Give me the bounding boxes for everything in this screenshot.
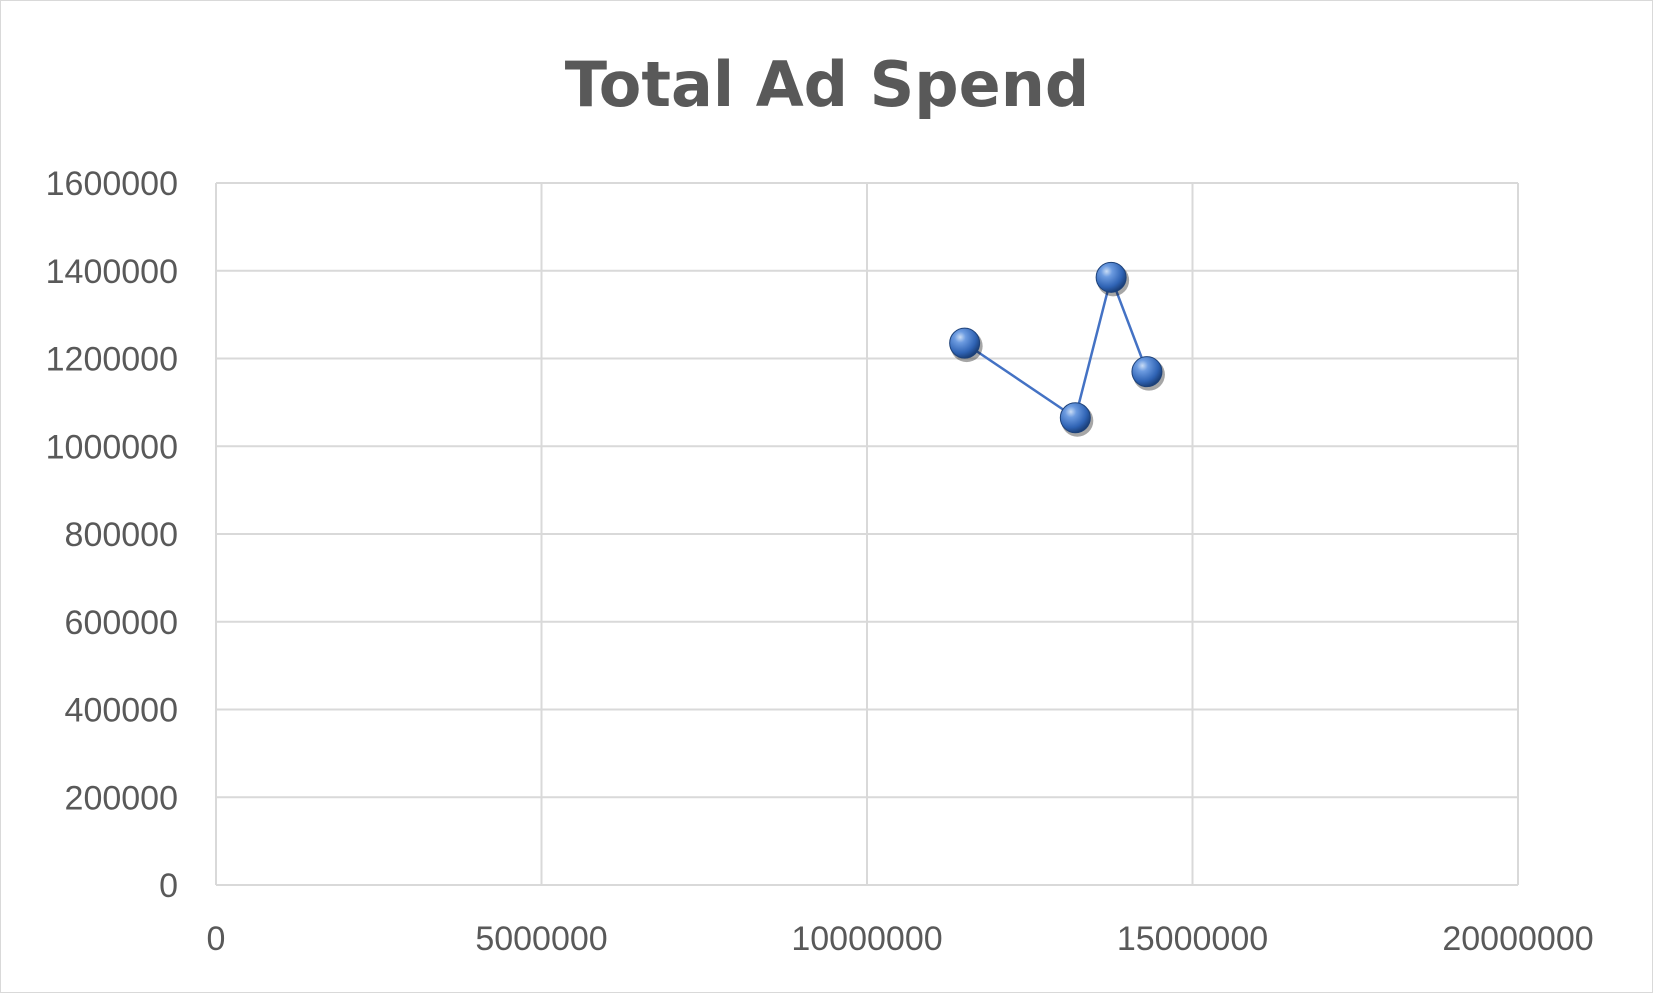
y-tick-label: 1000000	[46, 428, 178, 466]
y-tick-label: 0	[159, 867, 178, 905]
data-point	[1131, 356, 1165, 391]
y-tick-label: 1600000	[46, 165, 178, 203]
tick-labels: 0 200000 400000 600000 800000 1000000 1200000 1…	[46, 165, 1594, 958]
chart-title: Total Ad Spend	[565, 48, 1090, 121]
data-point	[1095, 261, 1130, 297]
series-line	[963, 273, 1149, 420]
data-point-marker	[1131, 356, 1163, 388]
y-tick-label: 400000	[65, 692, 178, 730]
x-tick-label: 15000000	[1117, 920, 1268, 958]
y-tick-label: 800000	[65, 516, 178, 554]
data-point-marker	[1059, 402, 1091, 434]
grid-layer	[215, 182, 1519, 886]
x-tick-label: 10000000	[791, 920, 942, 958]
x-tick-label: 0	[207, 920, 226, 958]
data-point-marker	[1095, 261, 1127, 293]
y-tick-label: 600000	[65, 604, 178, 642]
y-tick-label: 1200000	[46, 341, 178, 379]
data-point	[949, 327, 983, 363]
y-tick-label: 1400000	[46, 253, 178, 291]
y-tick-label: 200000	[65, 779, 178, 817]
series-layer	[949, 261, 1165, 437]
data-point	[1059, 402, 1094, 437]
x-tick-label: 5000000	[475, 920, 607, 958]
data-point-marker	[949, 327, 981, 359]
x-tick-label: 20000000	[1442, 920, 1593, 958]
